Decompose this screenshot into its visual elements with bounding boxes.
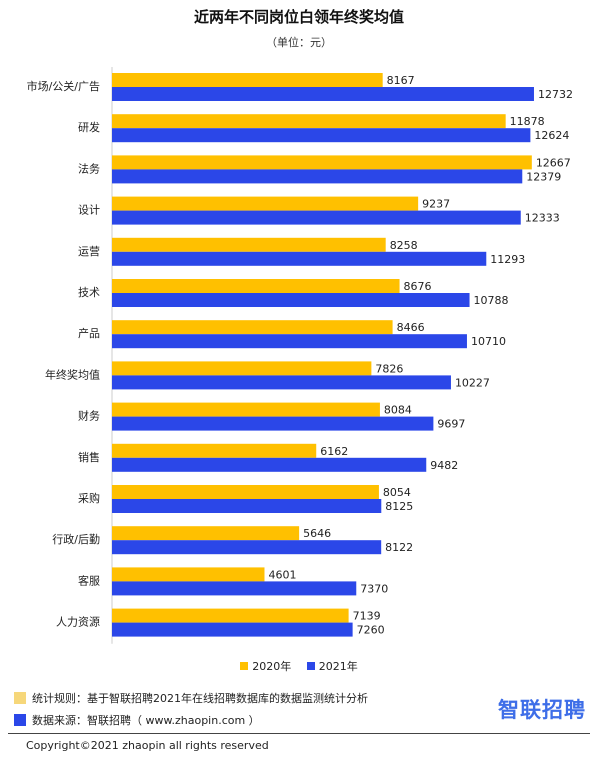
category-label: 财务 (78, 409, 100, 423)
bar-2020年-技术 (112, 279, 400, 293)
data-label: 8084 (384, 404, 412, 417)
note-statistics-rule: 统计规则：基于智联招聘2021年在线招聘数据库的数据监测统计分析 (14, 690, 368, 706)
data-label: 11878 (510, 115, 545, 128)
data-label: 10227 (455, 376, 490, 389)
bar-2020年-运营 (112, 237, 386, 252)
data-label: 4601 (268, 568, 296, 581)
legend-item-2021: 2021年 (306, 658, 358, 674)
data-label: 8466 (397, 321, 425, 334)
data-label: 8125 (385, 500, 413, 513)
bar-2020年-人力资源 (112, 608, 349, 623)
bar-2020年-法务 (112, 155, 532, 170)
data-label: 12333 (525, 212, 560, 225)
bar-2020年-产品 (112, 320, 393, 335)
bar-2021年-市场/公关/广告 (112, 87, 534, 101)
note-swatch-yellow (14, 692, 26, 704)
zhaopin-logo: 智联招聘 (498, 698, 586, 722)
bar-2021年-行政/后勤 (112, 540, 382, 555)
bar-2020年-市场/公关/广告 (112, 73, 383, 87)
data-label: 7826 (375, 362, 403, 375)
category-label: 销售 (78, 450, 100, 464)
bar-2021年-客服 (112, 581, 357, 596)
data-label: 8676 (404, 280, 432, 293)
chart-subtitle: （单位：元） (266, 36, 332, 49)
bar-2021年-销售 (112, 457, 427, 472)
data-label: 6162 (320, 445, 348, 458)
legend-label-2021: 2021年 (318, 660, 358, 673)
bar-2021年-人力资源 (112, 622, 353, 637)
data-label: 12379 (526, 170, 561, 183)
bar-2020年-设计 (112, 196, 419, 211)
data-label: 8167 (387, 74, 415, 87)
data-label: 12732 (538, 88, 573, 101)
legend-item-2020: 2020年 (240, 658, 291, 674)
data-label: 5646 (303, 527, 331, 540)
bar-2021年-法务 (112, 169, 523, 184)
bar-2020年-客服 (112, 567, 265, 582)
data-label: 7370 (360, 582, 388, 595)
bar-2021年-年终奖均值 (112, 375, 451, 390)
bar-2021年-财务 (112, 416, 434, 431)
bar-2021年-技术 (112, 293, 470, 307)
data-label: 8122 (385, 541, 413, 554)
data-label: 9697 (437, 418, 465, 431)
legend: 2020年 2021年 (0, 658, 598, 674)
category-label: 年终奖均值 (45, 367, 100, 381)
data-label: 12667 (536, 156, 571, 169)
bar-2020年-销售 (112, 443, 317, 458)
data-label: 7260 (357, 624, 385, 637)
category-label: 研发 (78, 120, 100, 134)
bar-2020年-采购 (112, 485, 379, 499)
data-label: 7139 (353, 610, 381, 623)
footer-divider (8, 733, 590, 734)
data-label: 9482 (430, 459, 458, 472)
bar-2020年-行政/后勤 (112, 526, 300, 541)
category-label: 法务 (78, 161, 100, 175)
category-label: 产品 (78, 326, 100, 340)
category-label: 市场/公关/广告 (27, 79, 100, 93)
bar-2021年-研发 (112, 128, 531, 143)
bar-2021年-运营 (112, 251, 487, 266)
note-swatch-blue (14, 714, 26, 726)
data-label: 8258 (390, 239, 418, 252)
data-label: 8054 (383, 486, 411, 499)
bar-2020年-年终奖均值 (112, 361, 372, 376)
data-label: 12624 (534, 129, 569, 142)
bar-2021年-采购 (112, 499, 382, 513)
bar-2021年-设计 (112, 210, 521, 225)
copyright-text: Copyright©2021 zhaopin all rights reserv… (26, 739, 269, 752)
note-data-source: 数据来源：智联招聘（ www.zhaopin.com ） (14, 712, 260, 728)
category-label: 客服 (78, 573, 100, 587)
category-label: 行政/后勤 (52, 532, 100, 546)
bar-2021年-产品 (112, 334, 467, 349)
data-label: 9237 (422, 198, 450, 211)
category-label: 设计 (78, 204, 100, 217)
data-label: 10710 (471, 335, 506, 348)
legend-swatch-2021 (306, 662, 315, 670)
data-label: 10788 (474, 294, 509, 307)
chart-title: 近两年不同岗位白领年终奖均值 (193, 8, 404, 26)
legend-swatch-2020 (240, 662, 249, 670)
category-label: 运营 (78, 244, 100, 258)
category-label: 人力资源 (56, 615, 100, 629)
note-text-source: 数据来源：智联招聘（ www.zhaopin.com ） (32, 714, 260, 727)
bar-2020年-财务 (112, 402, 380, 417)
category-label: 采购 (78, 491, 100, 505)
bar-2020年-研发 (112, 114, 506, 129)
data-label: 11293 (490, 253, 525, 266)
category-label: 技术 (78, 286, 100, 299)
note-text-rule: 统计规则：基于智联招聘2021年在线招聘数据库的数据监测统计分析 (32, 692, 368, 705)
legend-label-2020: 2020年 (252, 660, 292, 673)
